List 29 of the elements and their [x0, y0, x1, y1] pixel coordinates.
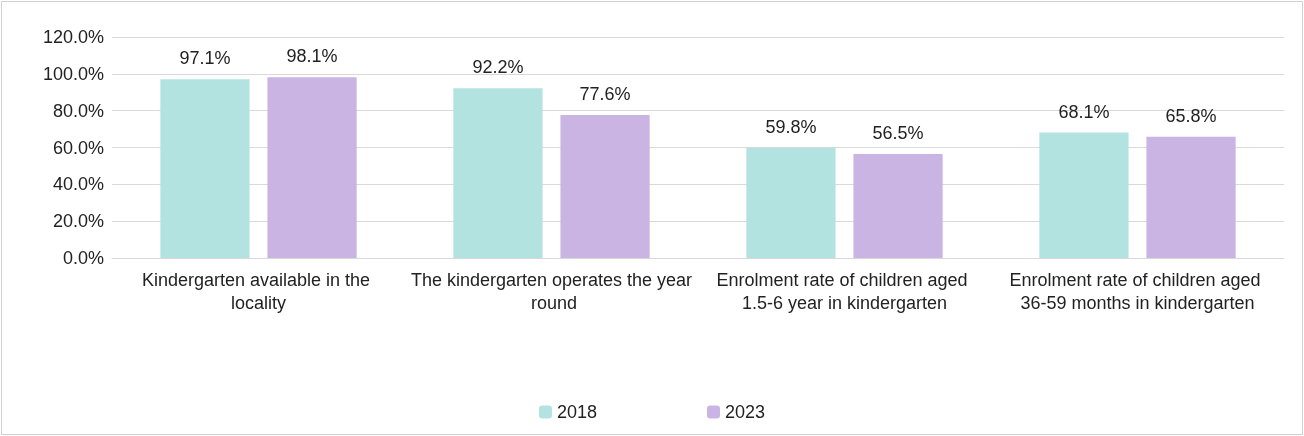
data-label: 77.6%	[579, 84, 631, 105]
data-label: 97.1%	[179, 48, 231, 69]
x-tick-label: Kindergarten available in the locality	[141, 269, 376, 313]
data-label: 98.1%	[286, 46, 338, 67]
bar	[560, 115, 650, 258]
legend-label: 2023	[725, 402, 766, 422]
bar	[1146, 136, 1236, 258]
bar	[1039, 132, 1129, 258]
bar	[267, 77, 357, 258]
y-tick-label: 80.0%	[52, 100, 104, 121]
y-tick-label: 100.0%	[42, 63, 104, 84]
legend-label: 2018	[556, 402, 597, 422]
y-tick-label: 20.0%	[52, 211, 104, 232]
data-label: 68.1%	[1058, 101, 1110, 122]
data-label: 65.8%	[1165, 105, 1217, 126]
x-tick-label: Enrolment rate of children aged 1.5-6 year in kindergarten	[716, 269, 973, 313]
data-label: 59.8%	[765, 116, 817, 137]
bar	[746, 147, 836, 258]
data-label: 56.5%	[872, 122, 924, 143]
y-tick-label: 120.0%	[42, 27, 104, 47]
y-tick-label: 60.0%	[52, 137, 104, 158]
x-tick-label: The kindergarten operates the year round	[410, 269, 693, 313]
bar	[160, 79, 250, 258]
data-label: 92.2%	[472, 57, 524, 78]
y-tick-label: 0.0%	[62, 248, 104, 268]
y-tick-label: 40.0%	[52, 174, 104, 195]
x-tick-label: Enrolment rate of children aged 36-59 months in kindergarten	[1009, 269, 1266, 313]
bar	[853, 153, 943, 258]
bar	[453, 88, 543, 258]
